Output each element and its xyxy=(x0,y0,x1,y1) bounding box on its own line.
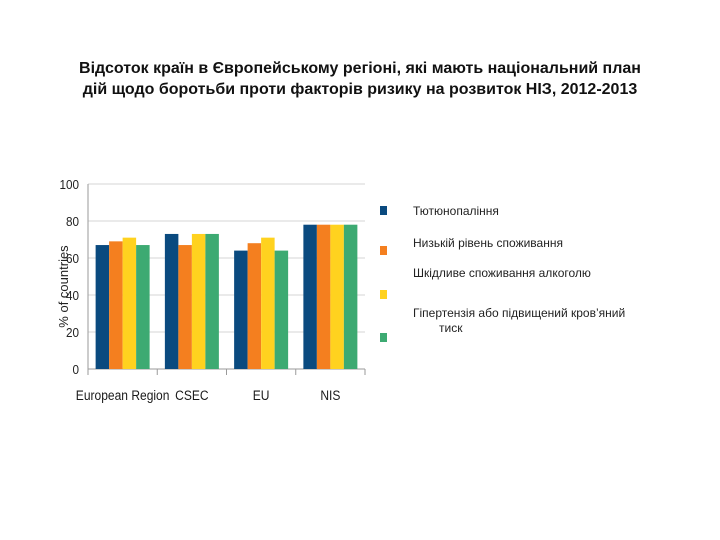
legend-label-alcohol: Шкідливе споживання алкоголю xyxy=(413,266,591,280)
y-axis-label: % of countries xyxy=(56,245,71,328)
legend-swatch-alcohol xyxy=(380,290,387,299)
y-tick-label: 80 xyxy=(66,214,79,229)
x-tick-label: EU xyxy=(253,387,270,403)
bar-nis-3 xyxy=(330,224,344,369)
y-tick-label: 40 xyxy=(66,288,79,303)
legend-label-smoking: Тютюнопаління xyxy=(413,204,499,218)
y-tick-label: 100 xyxy=(59,177,79,192)
bar-eu-1 xyxy=(234,250,248,369)
bar-csec-4 xyxy=(205,233,219,369)
legend-swatch-low-consumption xyxy=(380,246,387,255)
y-tick-label: 60 xyxy=(66,251,79,266)
bar-eu-3 xyxy=(261,237,275,369)
legend-label-hypertension: Гіпертензія або підвищений кров’яний тис… xyxy=(413,306,683,336)
chart-title: Відсоток країн в Європейському регіоні, … xyxy=(20,58,700,100)
legend-label-hypertension-line-1: Гіпертензія або підвищений кров’яний xyxy=(413,306,626,320)
y-tick-label: 20 xyxy=(66,325,79,340)
bar-eu-2 xyxy=(247,243,262,369)
x-tick-label: CSEC xyxy=(175,387,208,403)
legend-label-low-consumption: Низькій рівень споживання xyxy=(413,236,563,250)
chart-title-line-2: дій щодо боротьби проти факторів ризику … xyxy=(82,81,638,98)
bar-european-region-4 xyxy=(136,245,150,369)
bar-nis-2 xyxy=(316,224,331,369)
y-tick-label: 0 xyxy=(72,362,79,377)
bar-csec-3 xyxy=(191,233,206,369)
bar-nis-4 xyxy=(343,224,358,369)
bar-european-region-2 xyxy=(109,241,123,369)
chart-title-line-1: Відсоток країн в Європейському регіоні, … xyxy=(79,60,641,77)
legend-swatch-hypertension xyxy=(380,333,387,342)
bar-european-region-1 xyxy=(95,245,110,369)
bar-csec-2 xyxy=(178,245,192,369)
x-tick-label: NIS xyxy=(320,387,340,403)
bar-nis-1 xyxy=(303,224,317,369)
x-tick-label: European Region xyxy=(76,387,170,403)
bar-european-region-3 xyxy=(122,237,137,369)
legend-label-hypertension-line-2: тиск xyxy=(439,321,463,335)
legend-swatch-smoking xyxy=(380,206,387,215)
bar-eu-4 xyxy=(274,250,289,369)
bar-csec-1 xyxy=(164,233,179,369)
